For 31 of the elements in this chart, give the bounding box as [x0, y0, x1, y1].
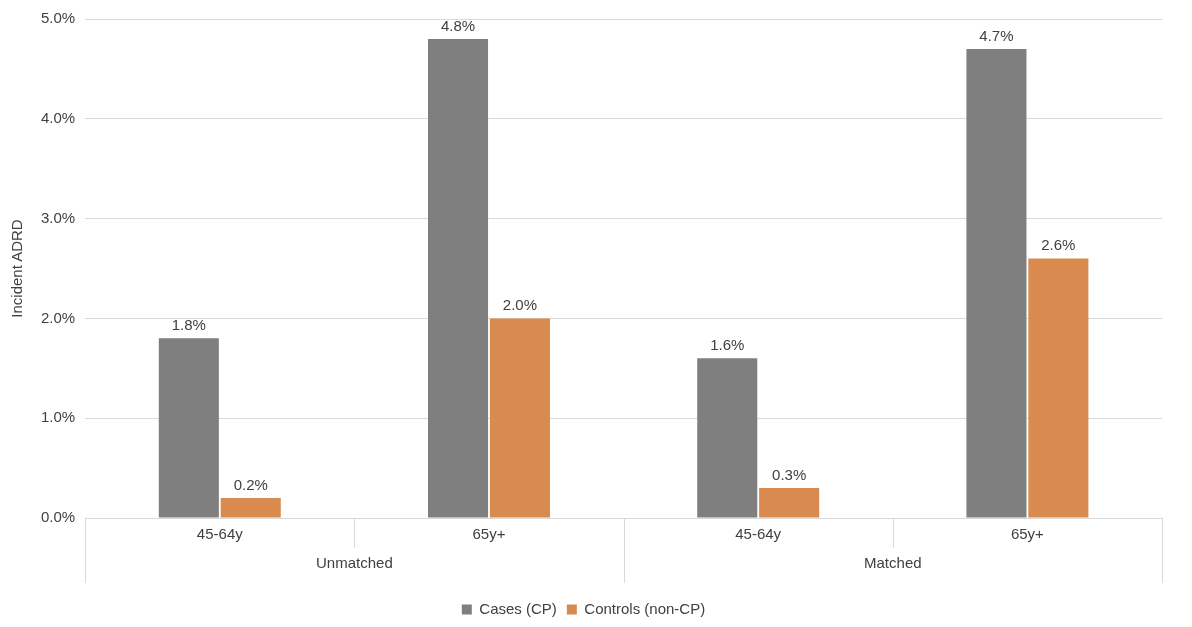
text: Matched — [864, 554, 922, 572]
bar — [428, 38, 489, 518]
y-tick-label: 4.0% — [40, 108, 76, 126]
x-tick-label: 65y+ — [1010, 525, 1045, 543]
y-tick-label: 5.0% — [40, 9, 76, 27]
y-tick-label: 3.0% — [40, 208, 76, 226]
bar — [759, 488, 820, 518]
bar — [966, 48, 1027, 518]
data-label: 4.7% — [979, 26, 1014, 44]
legend-label: Controls (non-CP) — [584, 599, 706, 617]
y-axis-title: Incident ADRD — [8, 219, 26, 318]
legend-label: Cases (CP) — [479, 599, 557, 617]
bar — [1028, 258, 1089, 518]
x-tick-label: 45-64y — [196, 525, 244, 543]
y-tick-label: 2.0% — [40, 308, 76, 326]
text: Unmatched — [316, 554, 393, 572]
data-label: 2.6% — [1041, 236, 1076, 254]
data-label: 1.6% — [710, 335, 745, 353]
data-label: 1.8% — [171, 316, 206, 333]
bar — [489, 318, 550, 518]
x-tick-label: 45-64y — [735, 525, 782, 543]
bar — [697, 358, 758, 518]
data-label: 2.0% — [502, 296, 538, 314]
bar — [220, 498, 281, 518]
data-label: 0.2% — [233, 475, 268, 493]
y-tick-label: 1.0% — [40, 408, 76, 426]
data-label: 0.3% — [772, 465, 807, 483]
data-label: 4.8% — [440, 16, 476, 34]
x-tick-label: 65y+ — [472, 525, 506, 543]
y-tick-label: 0.0% — [40, 508, 76, 526]
bar — [158, 338, 219, 518]
